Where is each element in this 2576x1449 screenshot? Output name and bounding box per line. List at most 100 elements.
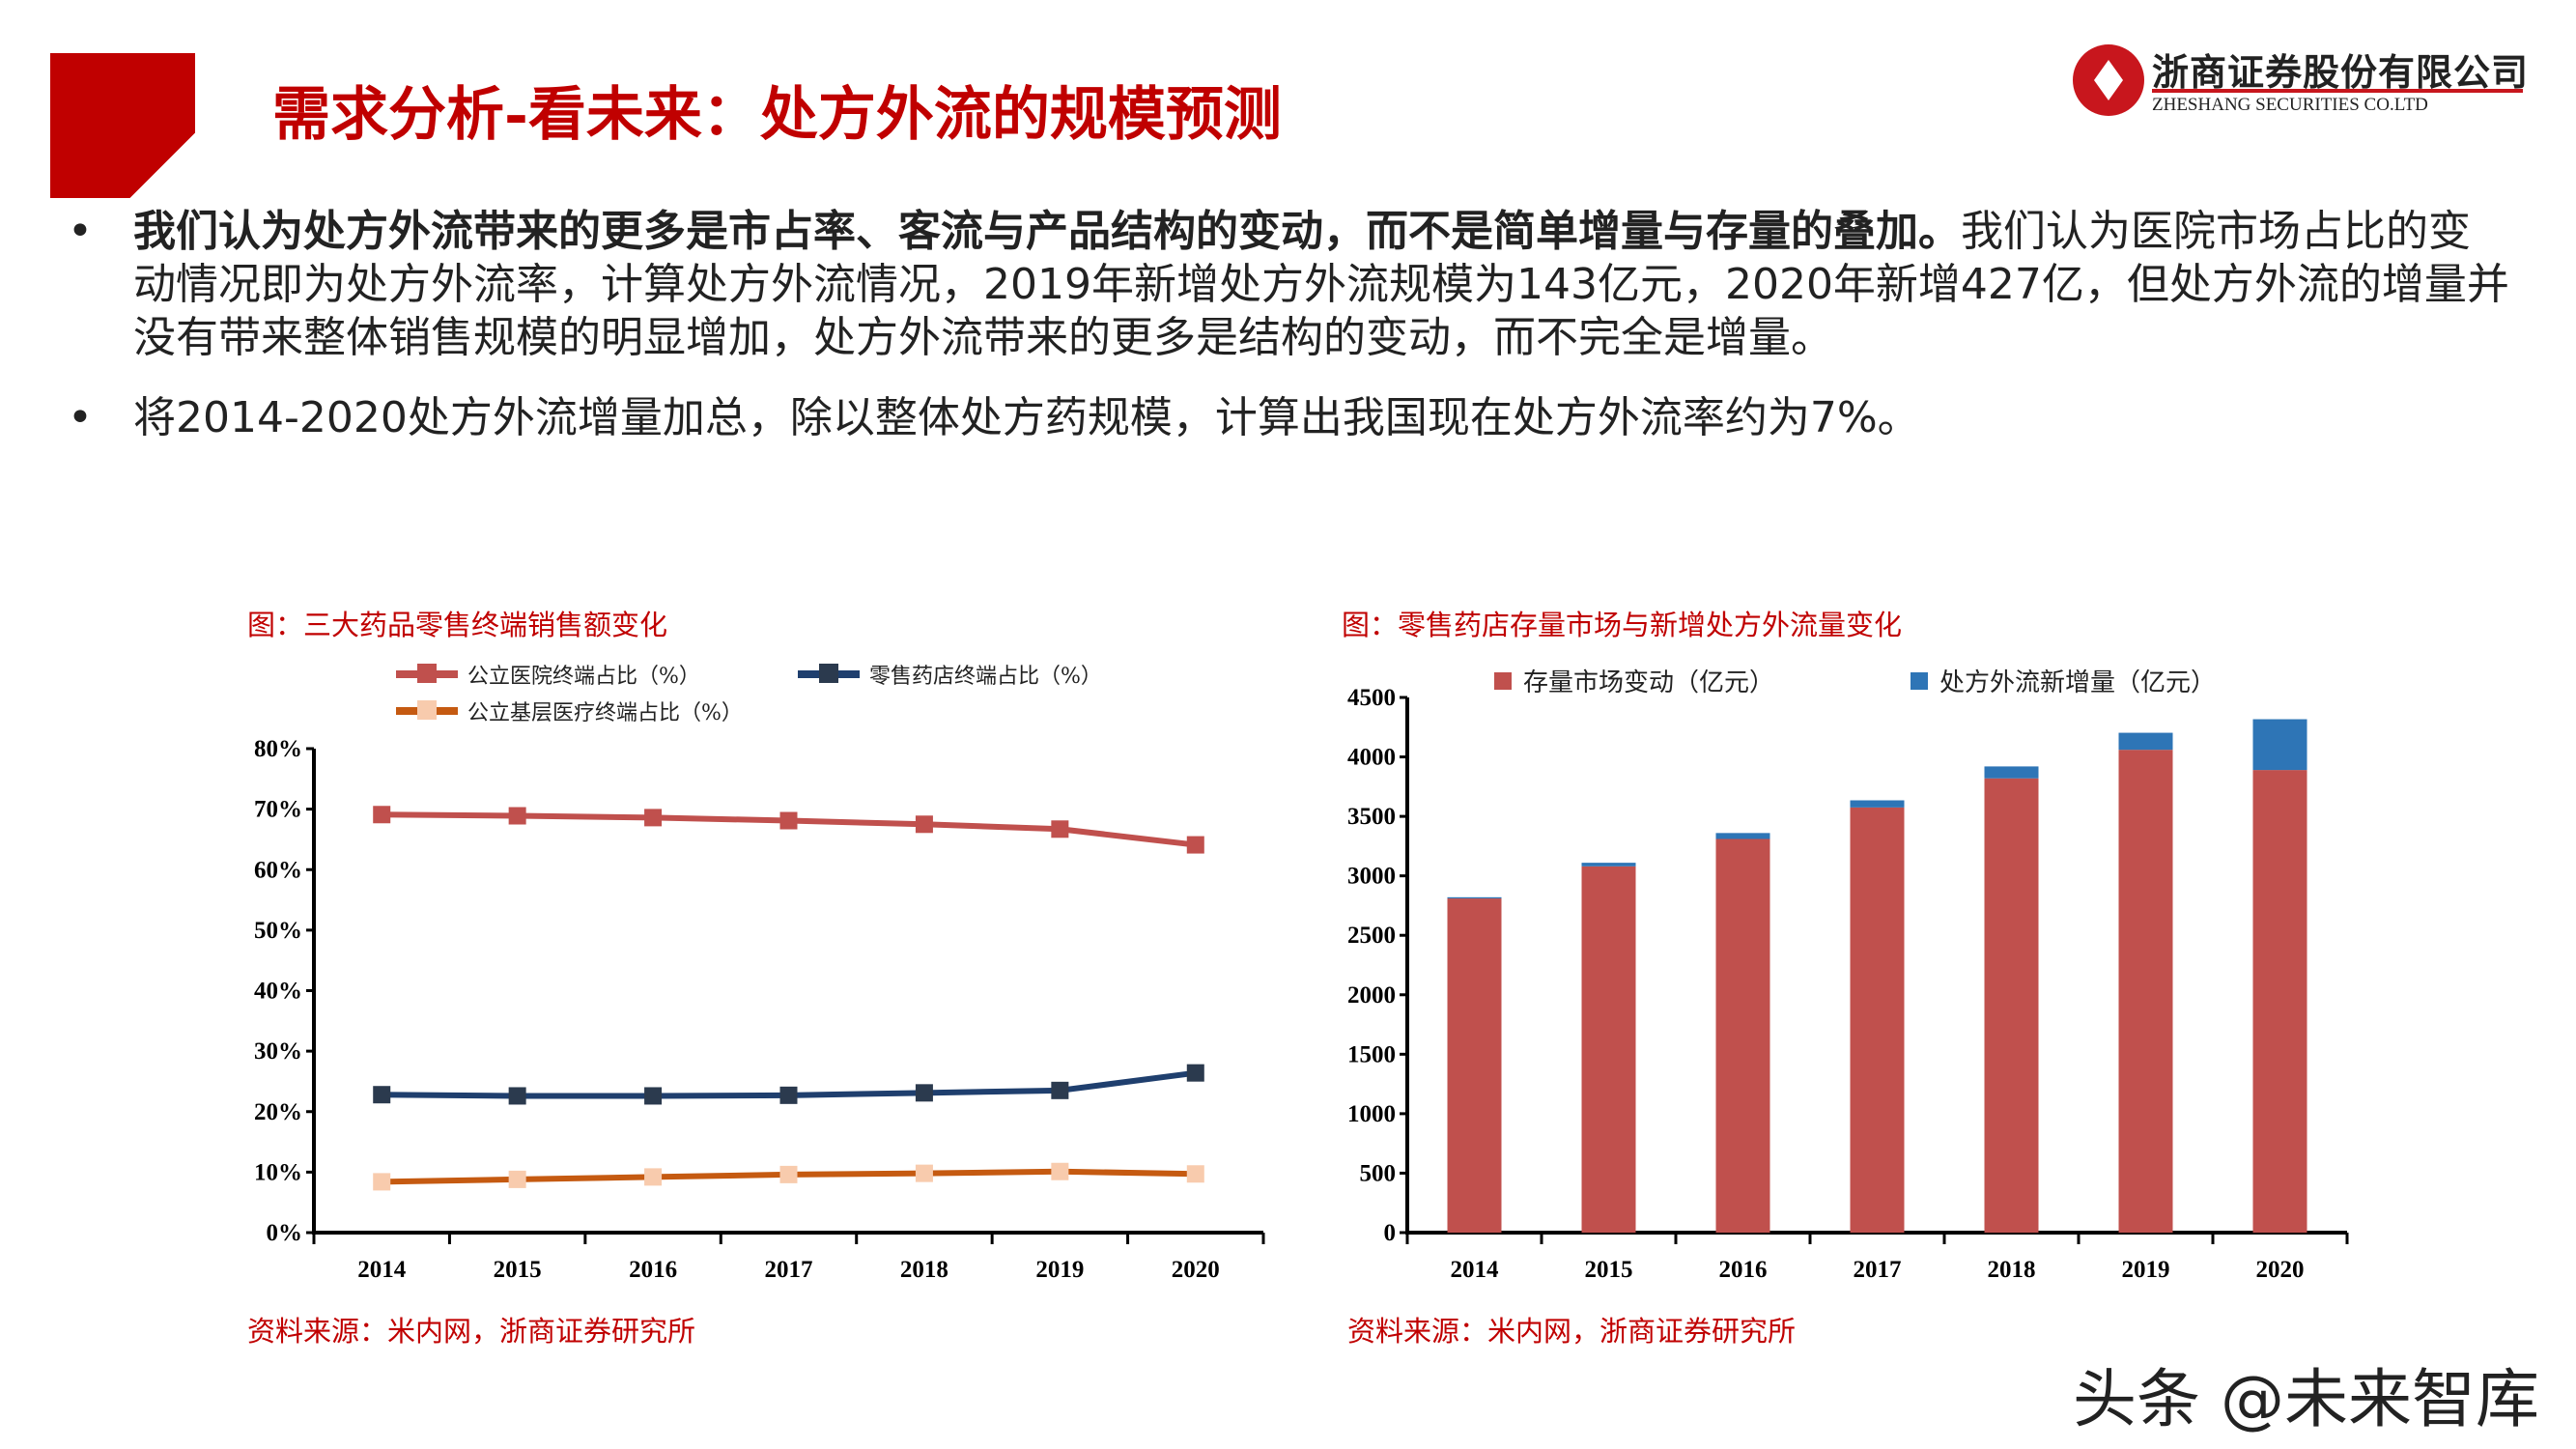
watermark: 头条 @未来智库 <box>2073 1362 2539 1436</box>
bar-segment-1 <box>2252 719 2307 771</box>
line-chart-title: 图：三大药品零售终端销售额变化 <box>247 609 668 641</box>
x-tick-label: 2020 <box>1172 1257 1220 1283</box>
legend-line-marker <box>798 664 860 683</box>
data-point-2 <box>644 1168 663 1186</box>
bar-segment-0 <box>1850 807 1905 1233</box>
legend-item-stock: 存量市场变动（亿元） <box>1494 663 1774 698</box>
data-point-2 <box>508 1170 526 1188</box>
page-title: 需求分析-看未来：处方外流的规模预测 <box>272 81 1282 149</box>
data-point-1 <box>915 1084 933 1102</box>
bar-chart-source: 资料来源：米内网，浙商证券研究所 <box>1347 1315 1797 1348</box>
data-point-1 <box>644 1087 663 1105</box>
data-point-0 <box>779 811 798 830</box>
bullet-bold-text: 我们认为处方外流带来的更多是市占率、客流与产品结构的变动，而不是简单增量与存量的… <box>133 207 1961 256</box>
bullet-item: • 将2014-2020处方外流增量加总，除以整体处方药规模，计算出我国现在处方… <box>58 391 2511 444</box>
x-tick-label: 2015 <box>494 1257 542 1283</box>
data-point-1 <box>779 1086 798 1104</box>
line-chart-source: 资料来源：米内网，浙商证券研究所 <box>247 1315 696 1348</box>
legend-label: 公立医院终端占比（%） <box>467 665 700 689</box>
legend-item-hospital: 公立医院终端占比（%） <box>396 659 700 690</box>
y-tick-label: 3000 <box>1347 864 1396 890</box>
data-point-0 <box>1051 820 1069 838</box>
data-point-0 <box>508 807 526 825</box>
data-point-0 <box>1186 836 1204 854</box>
logo-chinese-name: 浙商证券股份有限公司 <box>2152 50 2530 94</box>
bar-segment-1 <box>1850 800 1905 808</box>
zheshang-logo-icon <box>2073 44 2144 116</box>
x-tick-label: 2018 <box>1988 1257 2036 1283</box>
legend-swatch <box>1911 671 1928 690</box>
data-point-1 <box>1186 1064 1204 1082</box>
legend-item-outflow: 处方外流新增量（亿元） <box>1911 663 2216 698</box>
bar-segment-0 <box>1715 838 1770 1233</box>
bullet-list: • 我们认为处方外流带来的更多是市占率、客流与产品结构的变动，而不是简单增量与存… <box>58 205 2511 471</box>
legend-label: 处方外流新增量（亿元） <box>1939 668 2217 697</box>
logo-divider <box>2152 89 2523 93</box>
x-tick-label: 2016 <box>629 1257 677 1283</box>
y-tick-label: 500 <box>1360 1160 1397 1186</box>
bar-segment-1 <box>1581 863 1636 867</box>
x-tick-label: 2017 <box>1854 1257 1902 1283</box>
data-point-0 <box>373 806 391 824</box>
y-tick-label: 10% <box>254 1159 302 1185</box>
bar-chart-title: 图：零售药店存量市场与新增处方外流量变化 <box>1342 609 1903 641</box>
x-tick-label: 2016 <box>1719 1257 1768 1283</box>
data-point-2 <box>915 1164 933 1182</box>
bullet-dot: • <box>68 393 93 442</box>
bar-segment-1 <box>2118 732 2173 751</box>
y-tick-label: 2000 <box>1347 982 1396 1009</box>
legend-label: 零售药店终端占比（%） <box>869 665 1102 689</box>
y-tick-label: 2500 <box>1347 923 1396 949</box>
legend-label: 公立基层医疗终端占比（%） <box>467 701 743 725</box>
bullet-dot: • <box>68 207 93 256</box>
data-point-1 <box>508 1087 526 1105</box>
data-point-2 <box>779 1165 798 1183</box>
y-tick-label: 1500 <box>1347 1041 1396 1067</box>
legend-swatch <box>1494 671 1512 690</box>
legend-line-marker <box>396 700 458 720</box>
y-tick-label: 4500 <box>1347 685 1396 711</box>
x-tick-label: 2014 <box>357 1257 407 1283</box>
data-point-0 <box>644 809 663 827</box>
bar-segment-0 <box>1581 866 1636 1233</box>
bullet-text: 将2014-2020处方外流增量加总，除以整体处方药规模，计算出我国现在处方外流… <box>133 393 1920 442</box>
y-tick-label: 60% <box>254 857 302 883</box>
data-point-2 <box>1186 1165 1204 1183</box>
y-tick-label: 50% <box>254 918 302 944</box>
bar-segment-0 <box>2118 750 2173 1233</box>
bar-chart: 0 500 1000 1500 2000 2500 3000 3500 4000 4500 2014… <box>1347 685 2349 1283</box>
legend-label: 存量市场变动（亿元） <box>1523 668 1775 697</box>
bar-segment-1 <box>1984 766 2039 779</box>
legend-item-primary: 公立基层医疗终端占比（%） <box>396 696 743 726</box>
bullet-item: • 我们认为处方外流带来的更多是市占率、客流与产品结构的变动，而不是简单增量与存… <box>58 205 2511 364</box>
y-tick-label: 70% <box>254 797 302 823</box>
bar-segment-0 <box>1447 898 1502 1233</box>
bar-segment-1 <box>1447 896 1502 899</box>
y-tick-label: 0 <box>1384 1220 1397 1246</box>
data-point-2 <box>373 1173 391 1191</box>
legend-line-marker <box>396 664 458 683</box>
y-tick-label: 20% <box>254 1099 302 1125</box>
header-red-block <box>50 53 195 198</box>
y-tick-label: 1000 <box>1347 1101 1396 1127</box>
company-logo: 浙商证券股份有限公司 ZHESHANG SECURITIES CO.LTD <box>2073 44 2530 122</box>
y-tick-label: 30% <box>254 1038 302 1065</box>
y-tick-label: 80% <box>254 736 302 762</box>
x-tick-label: 2014 <box>1451 1257 1500 1283</box>
line-chart: 0% 10% 20% 30% 40% 50% 60% 70% 80% 2014 2015 2016 20… <box>254 736 1265 1283</box>
data-point-1 <box>373 1086 391 1104</box>
bar-segment-0 <box>2252 770 2307 1233</box>
data-point-2 <box>1051 1162 1069 1180</box>
y-tick-label: 3500 <box>1347 804 1396 830</box>
bullet-text: 我们认为医院市场占比的变动情况即为处方外流率，计算处方外流情况，2019年新增处… <box>133 207 2509 362</box>
legend-item-retail: 零售药店终端占比（%） <box>798 659 1102 690</box>
y-tick-label: 0% <box>267 1220 303 1246</box>
bar-segment-1 <box>1715 833 1770 839</box>
y-tick-label: 4000 <box>1347 745 1396 771</box>
data-point-0 <box>915 815 933 834</box>
logo-english-name: ZHESHANG SECURITIES CO.LTD <box>2152 95 2428 115</box>
x-tick-label: 2017 <box>765 1257 813 1283</box>
bar-segment-0 <box>1984 778 2039 1233</box>
x-tick-label: 2018 <box>900 1257 948 1283</box>
x-tick-label: 2015 <box>1585 1257 1633 1283</box>
